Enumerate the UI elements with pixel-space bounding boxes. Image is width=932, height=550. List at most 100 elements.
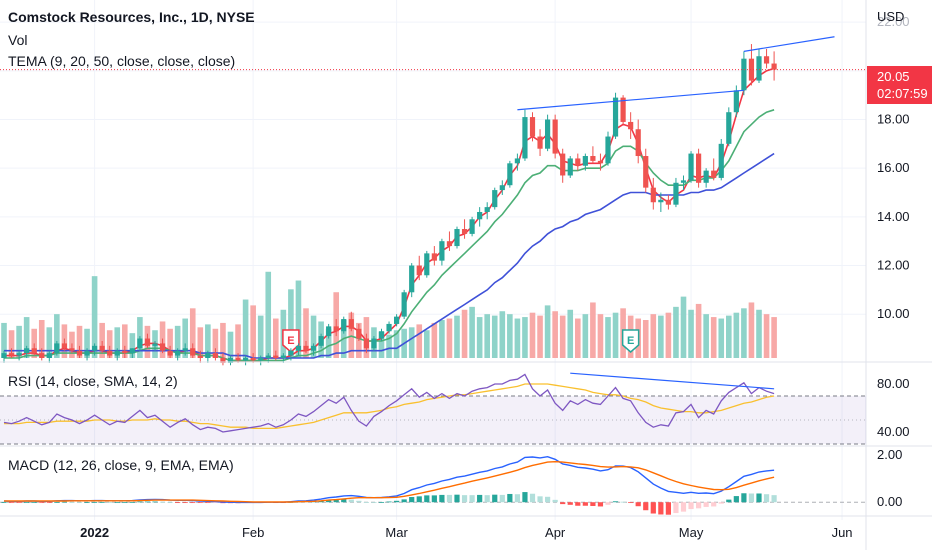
price-axis-tick: 12.00 bbox=[877, 258, 910, 273]
volume-bar bbox=[522, 317, 528, 358]
macd-histogram-bar bbox=[167, 502, 173, 504]
candle-body bbox=[416, 265, 422, 276]
volume-bar bbox=[733, 312, 740, 358]
volume-bar bbox=[84, 328, 90, 358]
candle-body bbox=[69, 348, 75, 351]
candle-body bbox=[711, 170, 717, 178]
macd-histogram-bar bbox=[24, 502, 30, 504]
volume-bar bbox=[582, 314, 589, 358]
macd-histogram-bar bbox=[703, 502, 709, 507]
macd-histogram-bar bbox=[726, 499, 732, 503]
time-axis-tick: Jun bbox=[832, 525, 853, 540]
volume-indicator-label[interactable]: Vol bbox=[8, 32, 28, 48]
rsi-indicator-label[interactable]: RSI (14, close, SMA, 14, 2) bbox=[8, 373, 178, 389]
candle-body bbox=[250, 358, 256, 361]
volume-bar bbox=[303, 308, 309, 358]
macd-histogram-bar bbox=[665, 502, 671, 515]
volume-bar bbox=[424, 330, 430, 358]
time-axis-tick: Feb bbox=[242, 525, 264, 540]
volume-bar bbox=[54, 314, 60, 358]
candle-body bbox=[92, 345, 98, 351]
candle-body bbox=[409, 265, 415, 293]
candle-body bbox=[696, 153, 702, 183]
candle-body bbox=[76, 350, 83, 356]
time-axis-tick: Apr bbox=[545, 525, 566, 540]
macd-histogram-bar bbox=[454, 494, 460, 503]
tema-indicator-label[interactable]: TEMA (9, 20, 50, close, close, close) bbox=[8, 53, 236, 69]
volume-bar bbox=[235, 324, 241, 358]
volume-bar bbox=[612, 312, 619, 358]
volume-bar bbox=[605, 317, 611, 358]
candle-body bbox=[378, 331, 385, 339]
volume-bar bbox=[99, 322, 105, 358]
volume-bar bbox=[325, 328, 332, 358]
candle-body bbox=[175, 350, 181, 356]
volume-bar bbox=[386, 334, 392, 358]
candle-body bbox=[303, 345, 309, 351]
candle-body bbox=[235, 358, 241, 361]
volume-bar bbox=[106, 330, 113, 358]
last-price-badge: 20.05 02:07:59 bbox=[867, 66, 932, 104]
candle-body bbox=[756, 56, 762, 81]
candle-body bbox=[628, 121, 634, 130]
volume-bar bbox=[416, 324, 423, 358]
candle-body bbox=[537, 136, 543, 149]
macd-histogram-bar bbox=[673, 502, 679, 514]
macd-histogram-bar bbox=[590, 502, 596, 506]
macd-histogram-bar bbox=[31, 502, 37, 504]
candle-body bbox=[107, 350, 113, 356]
volume-bar bbox=[763, 314, 770, 358]
candle-body bbox=[31, 348, 37, 354]
candle-body bbox=[212, 353, 218, 358]
candle-body bbox=[424, 253, 430, 276]
volume-bar bbox=[741, 308, 747, 358]
candle-body bbox=[650, 187, 656, 203]
volume-bar bbox=[748, 302, 755, 358]
candle-body bbox=[190, 348, 196, 356]
candle-body bbox=[318, 336, 324, 346]
volume-bar bbox=[491, 315, 498, 358]
macd-histogram-bar bbox=[107, 502, 113, 504]
price-axis-tick: 16.00 bbox=[877, 160, 910, 175]
macd-histogram-bar bbox=[582, 502, 588, 506]
macd-histogram-bar bbox=[39, 502, 45, 504]
candle-body bbox=[469, 219, 475, 234]
volume-bar bbox=[529, 312, 536, 358]
volume-bar bbox=[446, 318, 453, 358]
macd-histogram-bar bbox=[628, 502, 634, 504]
candle-body bbox=[152, 343, 158, 346]
candle-body bbox=[265, 355, 271, 358]
price-axis-tick: 22.00 bbox=[877, 14, 910, 29]
volume-bar bbox=[590, 302, 596, 358]
candle-body bbox=[507, 163, 513, 186]
candle-body bbox=[446, 241, 453, 247]
candle-body bbox=[605, 136, 611, 164]
macd-histogram-bar bbox=[461, 495, 468, 503]
macd-histogram-bar bbox=[175, 502, 181, 504]
macd-histogram-bar bbox=[333, 499, 339, 503]
macd-histogram-bar bbox=[61, 501, 67, 503]
candle-body bbox=[227, 358, 234, 363]
earnings-marker-shape bbox=[621, 329, 640, 353]
candle-body bbox=[137, 338, 143, 349]
volume-bar bbox=[469, 306, 475, 358]
macd-histogram-bar bbox=[16, 502, 22, 504]
macd-indicator-label[interactable]: MACD (12, 26, close, 9, EMA, EMA) bbox=[8, 457, 234, 473]
macd-histogram-bar bbox=[205, 502, 211, 504]
volume-bar bbox=[250, 305, 256, 358]
candle-body bbox=[718, 143, 724, 178]
volume-bar bbox=[288, 289, 294, 358]
macd-histogram-bar bbox=[446, 494, 453, 503]
volume-bar bbox=[91, 276, 98, 358]
candle-body bbox=[484, 207, 490, 212]
candle-body bbox=[582, 156, 588, 166]
volume-bar bbox=[227, 331, 234, 358]
macd-histogram-bar bbox=[363, 501, 369, 503]
volume-bar bbox=[756, 309, 762, 358]
candle-body bbox=[665, 199, 671, 205]
candle-body bbox=[680, 180, 687, 183]
macd-histogram-bar bbox=[552, 499, 558, 503]
macd-histogram-bar bbox=[54, 501, 60, 503]
macd-histogram-bar bbox=[1, 502, 7, 504]
